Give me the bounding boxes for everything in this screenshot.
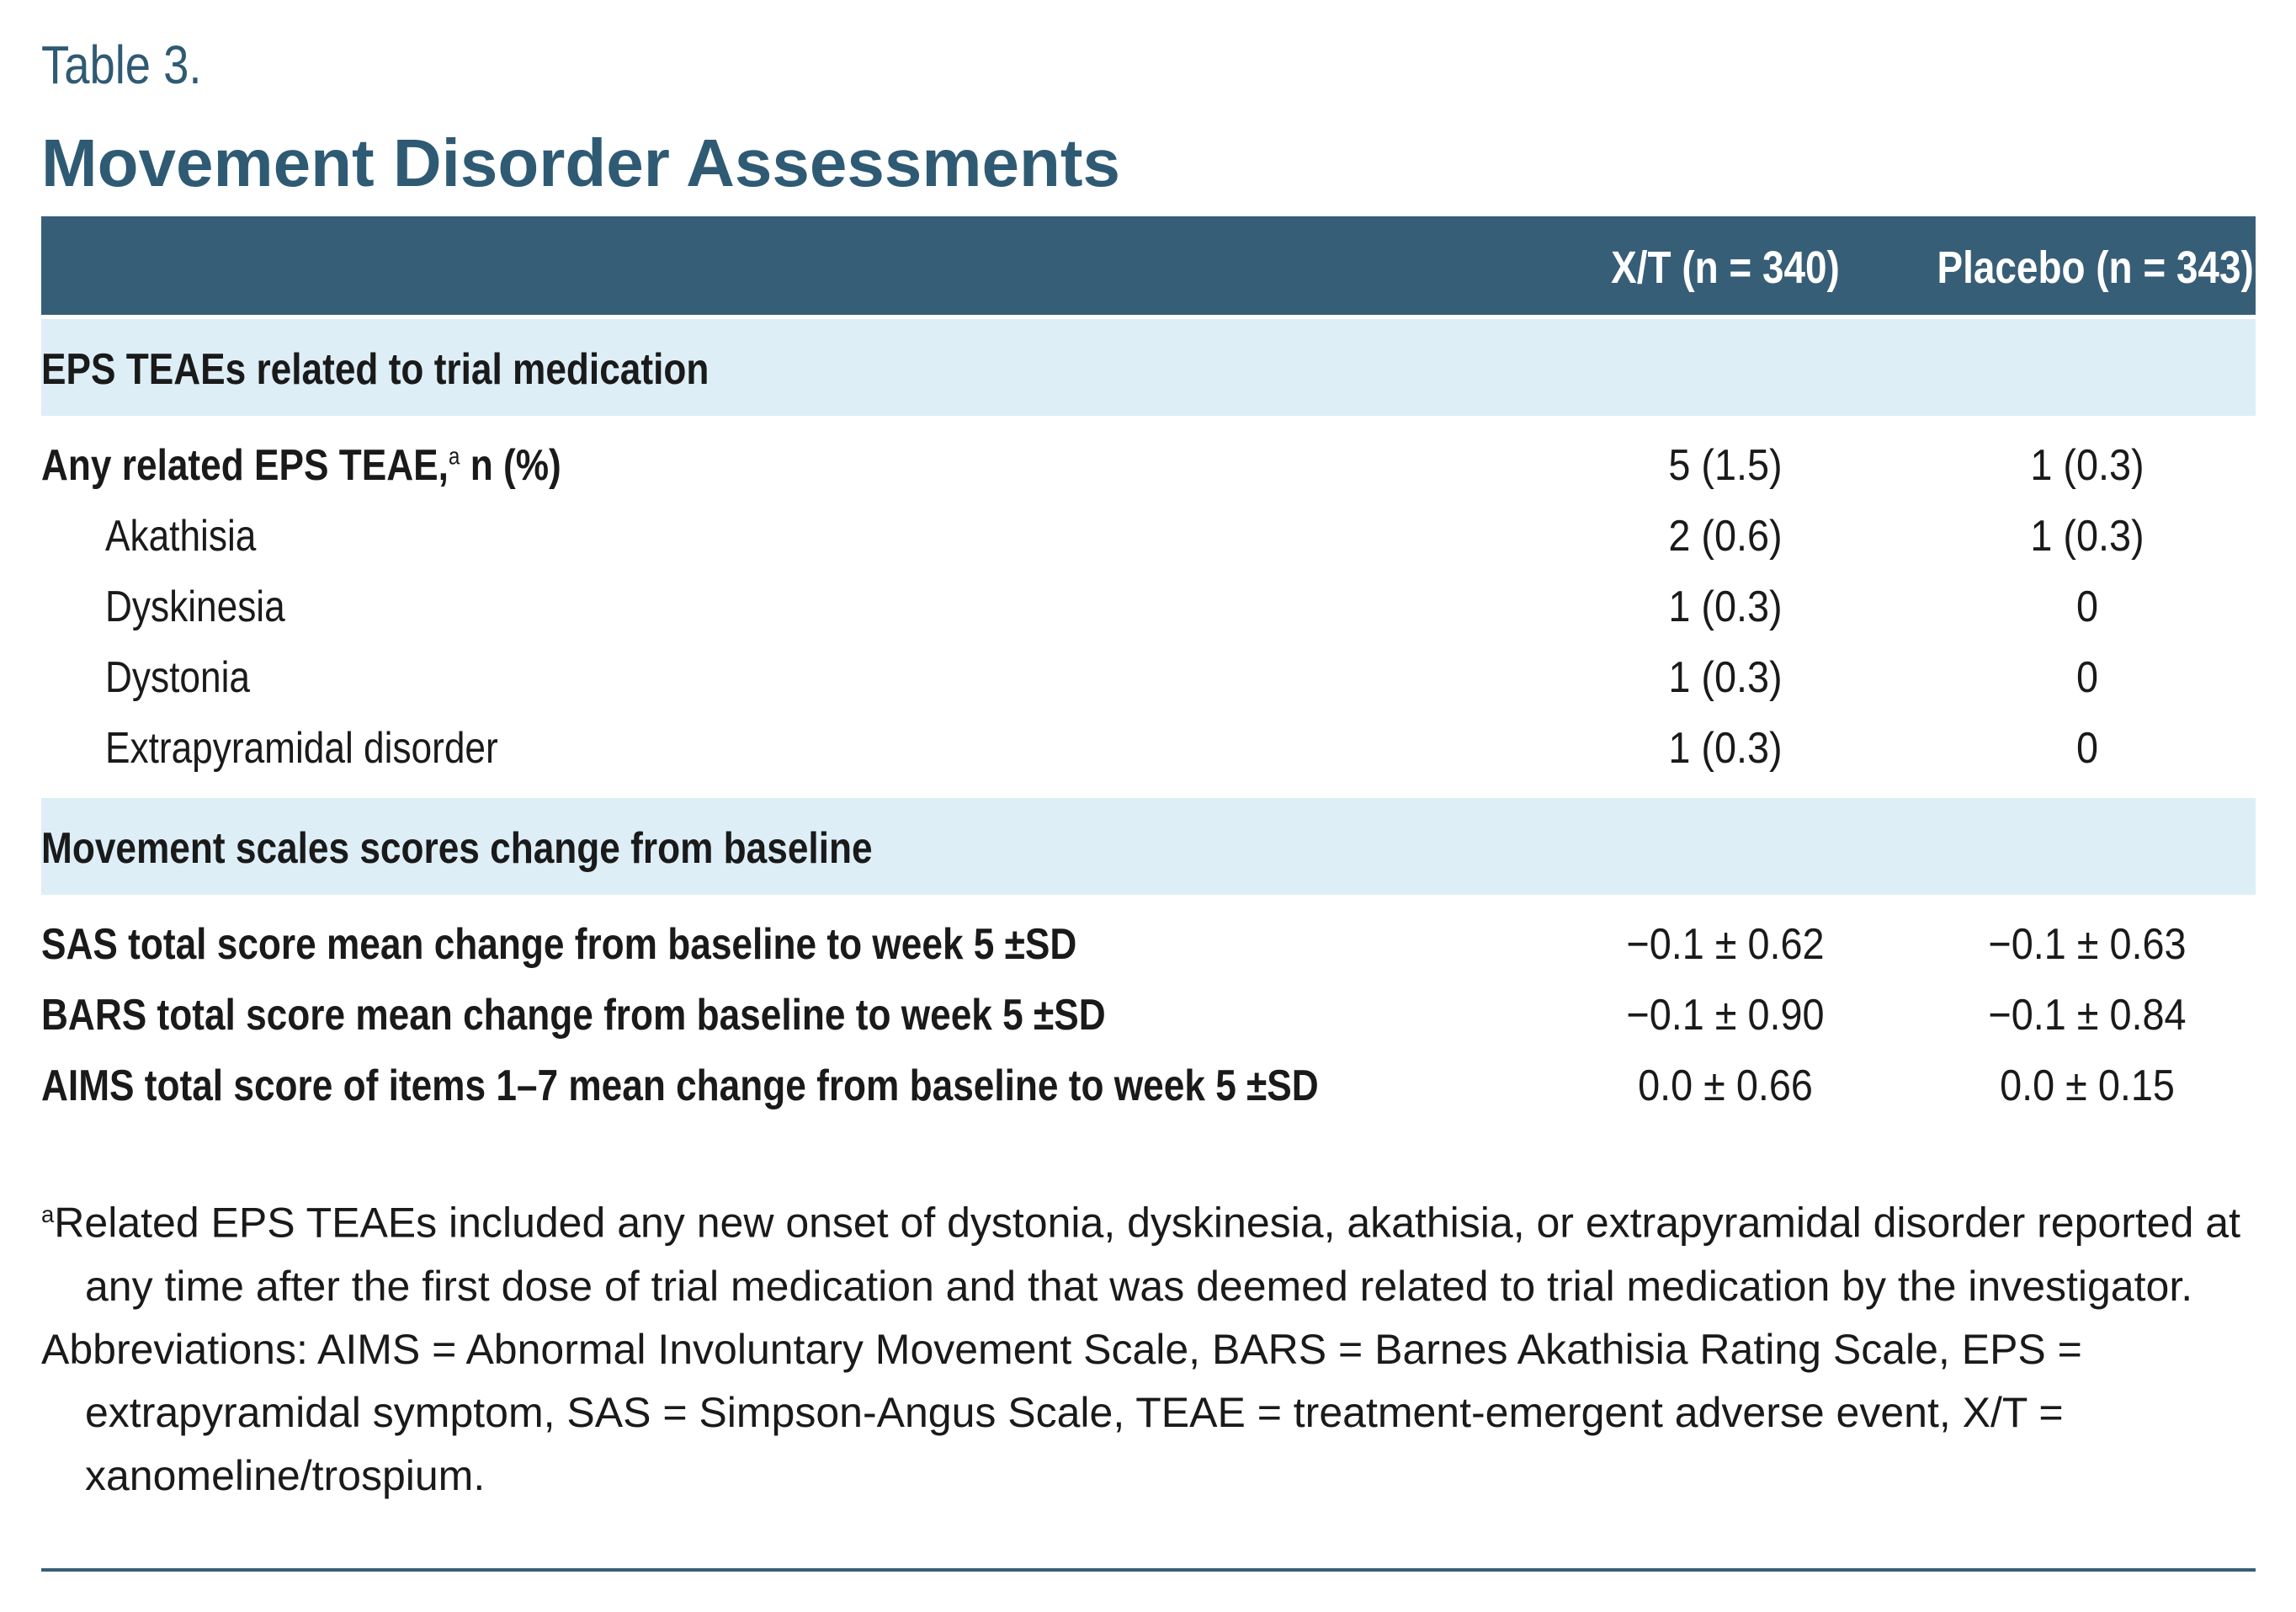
bottom-rule <box>41 1568 2256 1572</box>
cell-value: 1 (0.3) <box>2030 441 2145 490</box>
table-label: Table 3. <box>41 35 202 95</box>
table-row: Extrapyramidal disorder 1 (0.3) 0 <box>41 713 2256 784</box>
header-row: X/T (n = 340) Placebo (n = 343) <box>41 216 2256 315</box>
row-label: Akathisia <box>105 511 256 561</box>
cell-value: 1 (0.3) <box>1668 724 1783 773</box>
cell-value: −0.1 ± 0.62 <box>1626 920 1825 969</box>
row-label: AIMS total score of items 1–7 mean chang… <box>41 1061 1319 1111</box>
cell-value: 1 (0.3) <box>1668 653 1783 702</box>
cell-value: 0.0 ± 0.15 <box>2000 1061 2175 1110</box>
table-row: BARS total score mean change from baseli… <box>41 980 2256 1051</box>
row-label-text: SAS total score mean change from baselin… <box>41 920 1077 969</box>
row-label-text: Akathisia <box>105 512 257 561</box>
row-label-text: Dyskinesia <box>105 583 285 631</box>
cell-value: 1 (0.3) <box>1668 583 1783 631</box>
row-label-text: Dystonia <box>105 653 250 702</box>
table-row: Dystonia 1 (0.3) 0 <box>41 642 2256 713</box>
row-label-text: Any related EPS TEAE, <box>41 441 449 490</box>
footnote-marker: a <box>41 1201 55 1227</box>
footnote-text: Related EPS TEAEs included any new onset… <box>54 1199 2240 1310</box>
row-label: Extrapyramidal disorder <box>105 723 498 774</box>
cell-value: −0.1 ± 0.84 <box>1988 991 2187 1040</box>
row-label-text: AIMS total score of items 1–7 mean chang… <box>41 1061 1319 1110</box>
table-row: Dyskinesia 1 (0.3) 0 <box>41 572 2256 642</box>
cell-value: −0.1 ± 0.63 <box>1988 920 2187 969</box>
column-header: X/T (n = 340) <box>1611 242 1840 293</box>
section-title: Movement scales scores change from basel… <box>41 824 873 873</box>
cell-value: 2 (0.6) <box>1668 512 1783 561</box>
row-label: SAS total score mean change from baselin… <box>41 919 1076 970</box>
cell-value: 0 <box>2075 724 2099 773</box>
table-row: Any related EPS TEAE,a n (%) 5 (1.5) 1 (0.… <box>41 430 2256 501</box>
cell-value: 0 <box>2075 583 2099 631</box>
footnote-text: Abbreviations: AIMS = Abnormal Involunta… <box>41 1325 2082 1499</box>
section-title: EPS TEAEs related to trial medication <box>41 345 710 394</box>
table-row: AIMS total score of items 1–7 mean chang… <box>41 1051 2256 1121</box>
cell-value: 5 (1.5) <box>1668 441 1783 490</box>
row-label: Dyskinesia <box>105 582 285 632</box>
table-row: Akathisia 2 (0.6) 1 (0.3) <box>41 501 2256 572</box>
row-label-text: Extrapyramidal disorder <box>105 724 498 773</box>
superscript: a <box>448 443 460 471</box>
row-label: Dystonia <box>105 652 250 703</box>
section-row: EPS TEAEs related to trial medication <box>41 319 2256 416</box>
table-title: Movement Disorder Assessments <box>41 125 1120 200</box>
footnote: Abbreviations: AIMS = Abnormal Involunta… <box>41 1318 2256 1508</box>
cell-value: −0.1 ± 0.90 <box>1626 991 1825 1040</box>
row-label-suffix: n (%) <box>460 441 561 490</box>
footnotes: aRelated EPS TEAEs included any new onse… <box>41 1183 2256 1508</box>
cell-value: 0 <box>2075 653 2099 702</box>
cell-value: 0.0 ± 0.66 <box>1638 1061 1813 1110</box>
column-header: Placebo (n = 343) <box>1937 242 2254 293</box>
table-row: SAS total score mean change from baselin… <box>41 909 2256 980</box>
footnote: aRelated EPS TEAEs included any new onse… <box>41 1183 2256 1318</box>
cell-value: 1 (0.3) <box>2030 512 2145 561</box>
row-label: BARS total score mean change from baseli… <box>41 990 1106 1040</box>
row-label-text: BARS total score mean change from baseli… <box>41 991 1106 1040</box>
section-row: Movement scales scores change from basel… <box>41 798 2256 895</box>
row-label: Any related EPS TEAE,a n (%) <box>41 440 561 491</box>
